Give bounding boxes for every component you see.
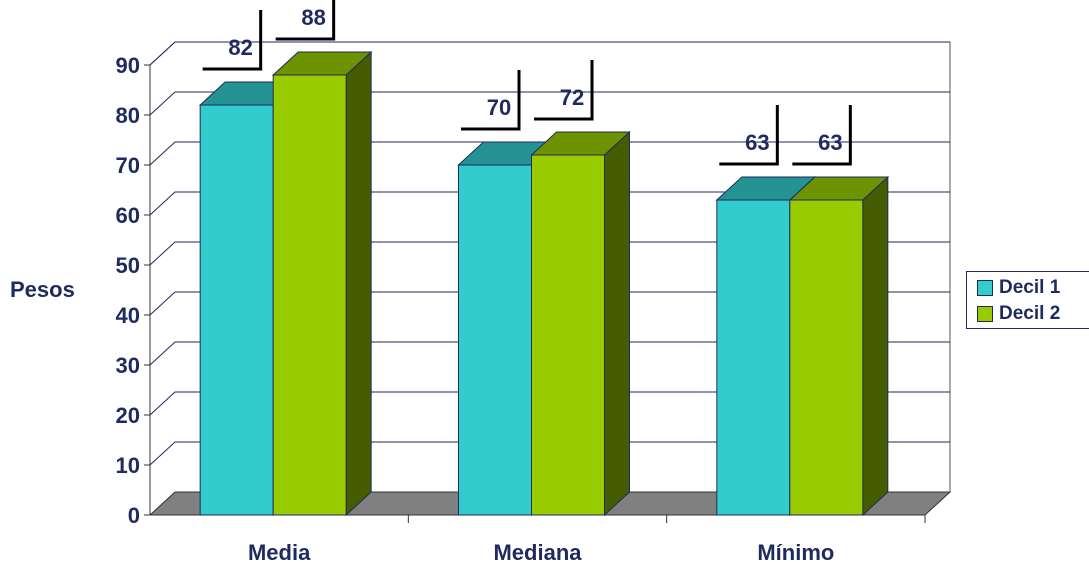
bars — [198, 50, 890, 517]
y-tick-label: 0 — [128, 503, 140, 528]
data-label-leader — [275, 0, 336, 41]
bar-front — [531, 154, 605, 516]
y-tick-label: 20 — [116, 403, 140, 428]
data-label: 70 — [487, 95, 511, 120]
gridline — [149, 441, 950, 466]
bar-side — [604, 130, 630, 517]
x-tick-label: Mediana — [493, 540, 582, 562]
y-tick-label: 90 — [116, 53, 140, 78]
data-label-leader — [719, 105, 779, 166]
y-tick-label: 40 — [116, 303, 140, 328]
x-tick-label: Media — [248, 540, 311, 562]
legend-item-decil-2: Decil 2 — [977, 303, 1060, 325]
data-label-leader — [792, 105, 852, 166]
bar-front — [789, 199, 864, 516]
bar-front — [458, 164, 532, 516]
y-tick-label: 60 — [116, 203, 140, 228]
axes: 0 10 20 30 40 50 60 70 80 90 Media Mediana Mínimo — [116, 53, 926, 562]
legend-label-decil-2: Decil 2 — [999, 303, 1061, 324]
data-label-leader — [461, 70, 521, 131]
gridline — [149, 141, 950, 166]
legend-swatch-decil-1 — [977, 280, 993, 296]
gridline — [149, 341, 950, 366]
bar-media-decil-2 — [271, 50, 373, 517]
y-tick-label: 70 — [116, 153, 140, 178]
bar-front — [716, 199, 791, 516]
x-tick-label: Mínimo — [757, 540, 834, 562]
gridline — [149, 391, 950, 416]
legend-item-decil-1: Decil 1 — [977, 277, 1060, 299]
gridline — [149, 191, 950, 216]
data-label: 72 — [560, 85, 584, 110]
data-label: 63 — [745, 130, 769, 155]
gridline — [149, 91, 950, 116]
gridlines — [149, 41, 950, 466]
data-label: 63 — [818, 130, 842, 155]
y-axis-label: Pesos — [10, 277, 75, 302]
gridline — [149, 291, 950, 316]
data-labels: 82 88 70 72 63 63 — [202, 0, 852, 166]
gridline — [149, 241, 950, 266]
bar-mediana-decil-2 — [530, 130, 631, 517]
legend: Decil 1 Decil 2 — [966, 271, 1089, 329]
y-tick-label: 10 — [116, 453, 140, 478]
data-label-leader — [534, 60, 594, 121]
legend-swatch-decil-2 — [977, 306, 993, 322]
y-tick-label: 80 — [116, 103, 140, 128]
data-label-leader — [202, 10, 263, 71]
data-label: 88 — [301, 5, 325, 30]
y-tick-label: 30 — [116, 353, 140, 378]
bar-side — [345, 50, 372, 517]
bar-front — [199, 104, 274, 516]
bar-front — [272, 74, 347, 516]
bar-side — [862, 175, 889, 517]
legend-label-decil-1: Decil 1 — [999, 277, 1061, 298]
gridline — [149, 41, 950, 66]
bar-mínimo-decil-2 — [788, 175, 890, 517]
y-tick-label: 50 — [116, 253, 140, 278]
data-label: 82 — [228, 35, 252, 60]
